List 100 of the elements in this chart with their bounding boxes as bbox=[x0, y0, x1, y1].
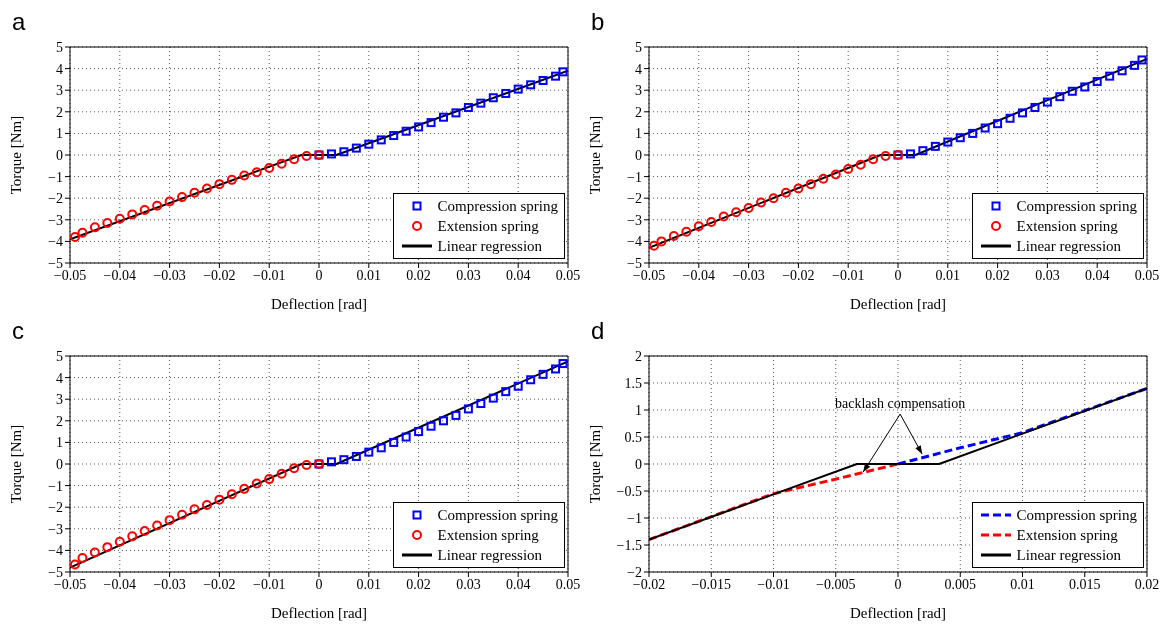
point bbox=[793, 183, 804, 194]
point bbox=[426, 118, 436, 128]
point bbox=[818, 173, 829, 184]
y-tick-label: 1.5 bbox=[624, 375, 642, 391]
y-tick-label: 0 bbox=[635, 147, 642, 163]
point bbox=[339, 147, 349, 157]
legend-label: Linear regression bbox=[437, 546, 543, 565]
point bbox=[855, 159, 866, 170]
point bbox=[189, 504, 200, 515]
point bbox=[488, 393, 498, 403]
x-tick-label: 0.005 bbox=[944, 576, 976, 592]
x-tick-label: −0.01 bbox=[832, 267, 865, 283]
x-tick-label: 0.01 bbox=[356, 267, 382, 283]
point bbox=[264, 474, 275, 485]
y-tick-label: −1 bbox=[48, 478, 63, 494]
legend-label: Linear regression bbox=[437, 237, 543, 256]
point bbox=[301, 151, 312, 162]
point bbox=[1105, 71, 1115, 81]
y-tick-label: 5 bbox=[56, 348, 63, 364]
x-axis-title: Deflection [rad] bbox=[849, 605, 947, 621]
point bbox=[1067, 86, 1077, 96]
y-tick-label: −4 bbox=[48, 234, 63, 250]
x-tick-label: 0.04 bbox=[1084, 267, 1110, 283]
point bbox=[968, 128, 978, 138]
point bbox=[905, 149, 915, 159]
point bbox=[955, 133, 965, 143]
y-tick-label: −2 bbox=[48, 191, 63, 207]
y-tick-label: −1.5 bbox=[616, 537, 642, 553]
point bbox=[326, 149, 336, 159]
point bbox=[656, 236, 667, 247]
y-tick-label: 3 bbox=[635, 83, 642, 99]
point bbox=[501, 88, 511, 98]
point bbox=[706, 216, 717, 227]
y-tick-label: −2 bbox=[48, 500, 63, 516]
x-tick-label: 0.02 bbox=[406, 267, 431, 283]
point bbox=[364, 447, 374, 457]
x-tick-label: 0.03 bbox=[456, 576, 481, 592]
point bbox=[880, 151, 891, 162]
x-tick-label: 0.01 bbox=[1010, 576, 1035, 592]
point bbox=[830, 169, 841, 180]
point bbox=[768, 193, 779, 204]
point bbox=[289, 463, 300, 474]
chart-title: d bbox=[591, 317, 605, 345]
x-tick-label: −0.01 bbox=[757, 576, 790, 592]
point bbox=[77, 552, 88, 563]
x-tick-label: 0.05 bbox=[555, 267, 581, 283]
point bbox=[868, 154, 879, 165]
point bbox=[843, 164, 854, 175]
point bbox=[681, 226, 692, 237]
point bbox=[102, 218, 113, 229]
legend-label: Extension spring bbox=[437, 217, 539, 236]
point bbox=[513, 84, 523, 94]
x-tick-label: −0.02 bbox=[203, 576, 236, 592]
x-tick-label: −0.01 bbox=[253, 576, 286, 592]
y-tick-label: −1 bbox=[48, 169, 63, 185]
point bbox=[389, 437, 399, 447]
point bbox=[501, 387, 511, 397]
y-tick-label: −1 bbox=[627, 510, 642, 526]
point bbox=[780, 187, 791, 198]
point bbox=[364, 139, 374, 149]
x-tick-label: −0.02 bbox=[782, 267, 815, 283]
y-tick-label: −0.5 bbox=[616, 483, 642, 499]
chart-title: a bbox=[12, 8, 26, 36]
point bbox=[214, 179, 225, 190]
point bbox=[731, 207, 742, 218]
x-axis-title: Deflection [rad] bbox=[270, 296, 368, 312]
point bbox=[1117, 66, 1127, 76]
point bbox=[1130, 60, 1140, 70]
point bbox=[351, 143, 361, 153]
point bbox=[1055, 92, 1065, 102]
y-axis-title: Torque [Nm] bbox=[8, 424, 25, 504]
point bbox=[226, 174, 237, 185]
point bbox=[139, 205, 150, 216]
y-tick-label: 1 bbox=[635, 126, 642, 142]
x-tick-label: 0 bbox=[894, 267, 902, 283]
point bbox=[201, 500, 212, 511]
point bbox=[201, 183, 212, 194]
x-tick-label: −0.02 bbox=[203, 267, 236, 283]
point bbox=[463, 404, 473, 414]
y-axis-title: Torque [Nm] bbox=[587, 115, 604, 195]
point bbox=[476, 98, 486, 108]
y-tick-label: 0.5 bbox=[624, 429, 642, 445]
x-tick-label: 0.02 bbox=[406, 576, 431, 592]
y-tick-label: 3 bbox=[56, 83, 63, 99]
point bbox=[980, 123, 990, 133]
x-tick-label: 0 bbox=[894, 576, 902, 592]
point bbox=[401, 126, 411, 136]
point bbox=[401, 432, 411, 442]
y-tick-label: 5 bbox=[56, 39, 63, 55]
point bbox=[276, 468, 287, 479]
x-axis-title: Deflection [rad] bbox=[270, 605, 368, 621]
point bbox=[756, 197, 767, 208]
y-tick-label: −3 bbox=[627, 212, 642, 228]
point bbox=[943, 137, 953, 147]
point bbox=[551, 364, 561, 374]
legend-label: Compression spring bbox=[437, 197, 558, 216]
point bbox=[993, 119, 1003, 129]
legend-label: Linear regression bbox=[1016, 237, 1122, 256]
point bbox=[930, 141, 940, 151]
point bbox=[1137, 55, 1147, 65]
